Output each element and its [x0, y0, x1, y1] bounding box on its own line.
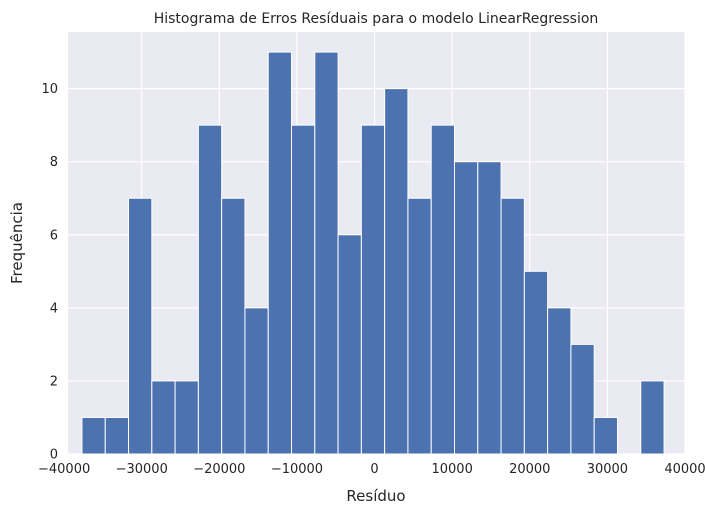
x-tick-label: −30000	[116, 462, 168, 477]
histogram-bars	[81, 51, 665, 455]
histogram-bar	[128, 197, 153, 455]
y-tick-label: 10	[41, 82, 58, 97]
y-axis-label: Frequência	[8, 202, 26, 284]
x-axis-ticks: −40000 −30000 −20000 −10000 0 10000 20000 30000…	[38, 462, 705, 477]
x-tick-label: 0	[370, 462, 378, 477]
y-axis-ticks: 0 2 4 6 8 10	[41, 82, 58, 462]
chart-title: Histograma de Erros Resíduais para o mod…	[154, 11, 599, 27]
histogram-bar	[453, 161, 479, 455]
x-tick-label: −10000	[271, 462, 323, 477]
histogram-bar	[337, 234, 362, 455]
x-tick-label: −20000	[193, 462, 245, 477]
x-tick-label: 40000	[664, 462, 705, 477]
histogram-bar	[151, 380, 176, 455]
y-tick-label: 8	[50, 155, 58, 170]
histogram-bar	[244, 307, 269, 455]
histogram-bar	[384, 88, 409, 455]
y-tick-label: 6	[50, 228, 58, 243]
histogram-bar	[197, 124, 223, 455]
histogram-bar	[477, 161, 502, 455]
histogram-bar	[221, 197, 246, 455]
histogram-bar	[267, 51, 293, 455]
histogram-bar	[430, 124, 455, 455]
histogram-bar	[314, 51, 339, 455]
y-tick-label: 4	[50, 301, 58, 316]
histogram-bar	[570, 343, 595, 455]
x-tick-label: 20000	[509, 462, 550, 477]
x-tick-label: −40000	[38, 462, 90, 477]
histogram-bar	[593, 416, 618, 455]
histogram-bar	[547, 307, 572, 455]
x-tick-label: 10000	[431, 462, 472, 477]
histogram-bar	[291, 124, 316, 455]
histogram-bar	[640, 380, 665, 455]
histogram-bar	[174, 380, 199, 455]
histogram-bar	[523, 270, 549, 455]
histogram-bar	[500, 197, 525, 455]
histogram-bar	[360, 124, 386, 455]
x-axis-label: Resíduo	[346, 487, 405, 505]
histogram-bar	[104, 416, 130, 455]
y-tick-label: 2	[50, 374, 58, 389]
x-tick-label: 30000	[587, 462, 628, 477]
histogram-bar	[81, 416, 106, 455]
y-tick-label: 0	[50, 448, 58, 463]
histogram-bar	[407, 197, 432, 455]
